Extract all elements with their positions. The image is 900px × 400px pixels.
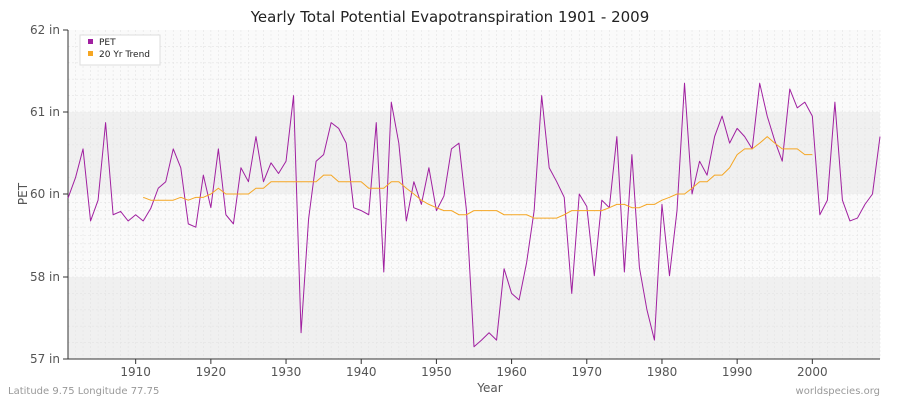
x-axis-ticks: 1910 1920 1930 1940 1950 1960 1970 1980 1990 2000	[120, 359, 828, 379]
y-axis-title: PET	[16, 182, 30, 205]
footer-source: worldspecies.org	[796, 386, 880, 397]
legend-swatch-trend	[88, 51, 93, 56]
legend-swatch-pet	[88, 39, 93, 44]
y-tick-label: 60 in	[30, 187, 60, 201]
x-tick-label: 1930	[271, 365, 302, 379]
x-axis-title: Year	[476, 381, 502, 395]
x-tick-label: 1940	[346, 365, 377, 379]
x-tick-label: 1920	[196, 365, 227, 379]
footer-coordinates: Latitude 9.75 Longitude 77.75	[8, 386, 159, 397]
y-tick-label: 62 in	[30, 23, 60, 37]
x-tick-label: 1910	[120, 365, 151, 379]
legend-label-pet: PET	[99, 38, 116, 48]
legend-label-trend: 20 Yr Trend	[99, 50, 150, 60]
x-tick-label: 1970	[572, 365, 603, 379]
legend: PET 20 Yr Trend	[79, 34, 161, 66]
y-tick-label: 57 in	[30, 352, 60, 366]
grid	[67, 30, 881, 359]
x-tick-label: 2000	[797, 365, 828, 379]
x-tick-label: 1980	[647, 365, 678, 379]
x-tick-label: 1960	[496, 365, 527, 379]
legend-box	[79, 34, 161, 66]
y-tick-label: 61 in	[30, 105, 60, 119]
x-tick-label: 1990	[722, 365, 753, 379]
y-axis-ticks: 57 in 58 in 60 in 61 in 62 in	[30, 23, 68, 366]
x-tick-label: 1950	[421, 365, 452, 379]
trend-series-line	[143, 136, 813, 219]
pet-series-line	[67, 82, 881, 348]
plot-band-high	[68, 112, 880, 194]
chart-title: Yearly Total Potential Evapotranspiratio…	[250, 8, 650, 26]
series-layer	[67, 82, 881, 348]
y-tick-label: 58 in	[30, 270, 60, 284]
